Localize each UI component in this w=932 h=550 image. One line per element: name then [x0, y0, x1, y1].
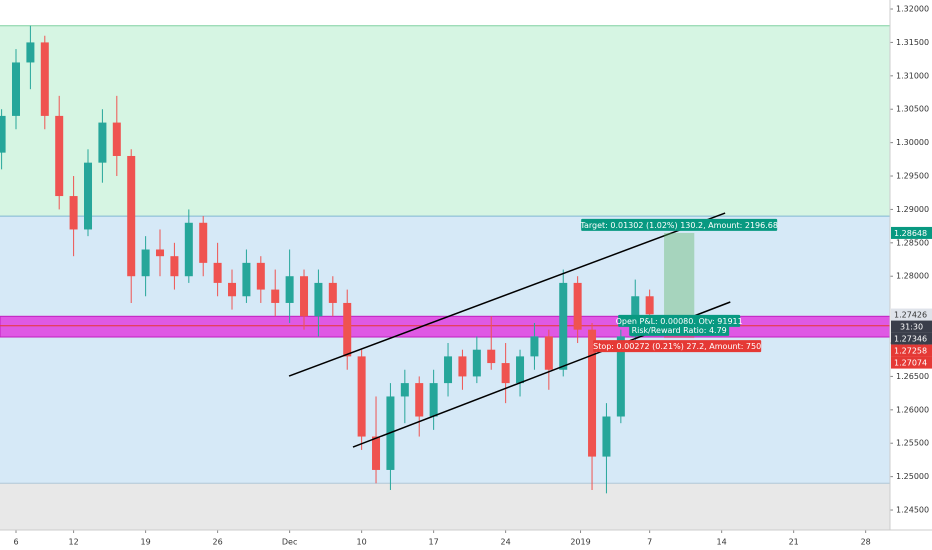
candle-body	[602, 416, 611, 457]
target-label-bg	[581, 218, 778, 231]
candle-body	[11, 62, 20, 116]
price-label-bg	[891, 226, 932, 239]
y-tick-label: 1.29000	[896, 205, 929, 214]
x-tick-label: 10	[357, 538, 367, 547]
candle-body	[26, 42, 35, 63]
x-tick-label: 24	[501, 538, 511, 547]
x-tick-label: 12	[69, 538, 79, 547]
candle-body	[141, 249, 150, 277]
trend-line	[288, 212, 726, 377]
candle-body	[429, 383, 438, 417]
price-label: 1.27346	[894, 335, 927, 344]
price-label: 1.27426	[894, 311, 927, 320]
pnl-label: Open P&L: 0.00080, Qty: 91911	[616, 317, 743, 326]
candle-body	[256, 262, 265, 290]
y-tick-label: 1.25500	[896, 439, 929, 448]
candle-body	[400, 383, 409, 397]
candle-body	[199, 222, 208, 263]
y-tick-label: 1.26500	[896, 372, 929, 381]
target-box	[664, 232, 695, 320]
stop-label-bg	[593, 340, 762, 353]
price-label-bg	[891, 344, 932, 357]
candle-body	[40, 42, 49, 116]
price-label-bg	[891, 356, 932, 369]
candle-body	[285, 276, 294, 303]
candle-body	[472, 349, 481, 377]
candle-body	[501, 363, 510, 384]
y-tick-label: 1.31000	[896, 71, 929, 80]
x-tick-label: 17	[429, 538, 439, 547]
candle-body	[328, 282, 337, 303]
countdown-bg	[891, 320, 932, 333]
candle-body	[84, 162, 93, 230]
candle-body	[98, 122, 107, 163]
x-tick-label: 2019	[570, 538, 590, 547]
candle-body	[242, 262, 251, 297]
y-tick-label: 1.26000	[896, 405, 929, 414]
candle-body	[573, 282, 582, 330]
candle-body	[588, 329, 597, 457]
x-tick-label: 28	[861, 538, 871, 547]
countdown: 31:30	[900, 323, 923, 332]
candle-body	[444, 356, 453, 384]
candle-body	[645, 296, 654, 315]
x-tick-label: 26	[213, 538, 223, 547]
y-tick-label: 1.28000	[896, 272, 929, 281]
candle-body	[372, 436, 381, 470]
rr-label: Risk/Reward Ratio: 4.79	[632, 326, 727, 335]
candle-body	[516, 356, 525, 384]
x-tick-label: 6	[13, 538, 18, 547]
candle-body	[357, 356, 366, 437]
x-tick-label: 14	[717, 538, 727, 547]
zone	[0, 25, 890, 217]
price-label: 1.27074	[894, 359, 927, 368]
y-tick-label: 1.28500	[896, 238, 929, 247]
candle-body	[271, 289, 280, 303]
price-label: 1.28648	[894, 229, 927, 238]
candle-body	[170, 256, 179, 277]
y-tick-label: 1.24500	[896, 506, 929, 515]
candle-body	[156, 249, 165, 257]
candle-body	[458, 356, 467, 377]
stop-label: Stop: 0.00272 (0.21%) 27.2, Amount: 750	[593, 342, 761, 351]
x-tick-label: 19	[141, 538, 151, 547]
y-tick-label: 1.31500	[896, 38, 929, 47]
rr-label-bg	[629, 323, 730, 336]
candle-body	[559, 282, 568, 370]
candle-body	[487, 349, 496, 364]
candle-body	[300, 276, 309, 317]
candle-body	[0, 115, 6, 153]
candle-body	[69, 196, 78, 230]
candle-body	[314, 282, 323, 317]
x-tick-label: 21	[789, 538, 799, 547]
candle-body	[112, 122, 121, 156]
candle-body	[343, 302, 352, 357]
x-tick-label: 7	[647, 538, 652, 547]
zone	[0, 483, 890, 530]
y-tick-label: 1.30000	[896, 138, 929, 147]
target-label: Target: 0.01302 (1.02%) 130.2, Amount: 2…	[579, 221, 778, 230]
x-tick-label: Dec	[282, 538, 297, 547]
candle-body	[55, 115, 64, 197]
y-tick-label: 1.30500	[896, 105, 929, 114]
candle-body	[213, 262, 222, 283]
price-label-bg	[891, 332, 932, 345]
y-tick-label: 1.29500	[896, 172, 929, 181]
candle-body	[228, 282, 237, 297]
candle-body	[530, 336, 539, 357]
candle-body	[415, 383, 424, 417]
price-label: 1.27258	[894, 347, 927, 356]
candle-body	[616, 336, 625, 417]
candle-body	[544, 336, 553, 370]
price-label-bg	[891, 308, 932, 321]
band	[0, 315, 891, 338]
y-tick-label: 1.32000	[896, 5, 929, 14]
candle-body	[184, 222, 193, 277]
candle-body	[127, 155, 136, 277]
y-tick-label: 1.25000	[896, 472, 929, 481]
